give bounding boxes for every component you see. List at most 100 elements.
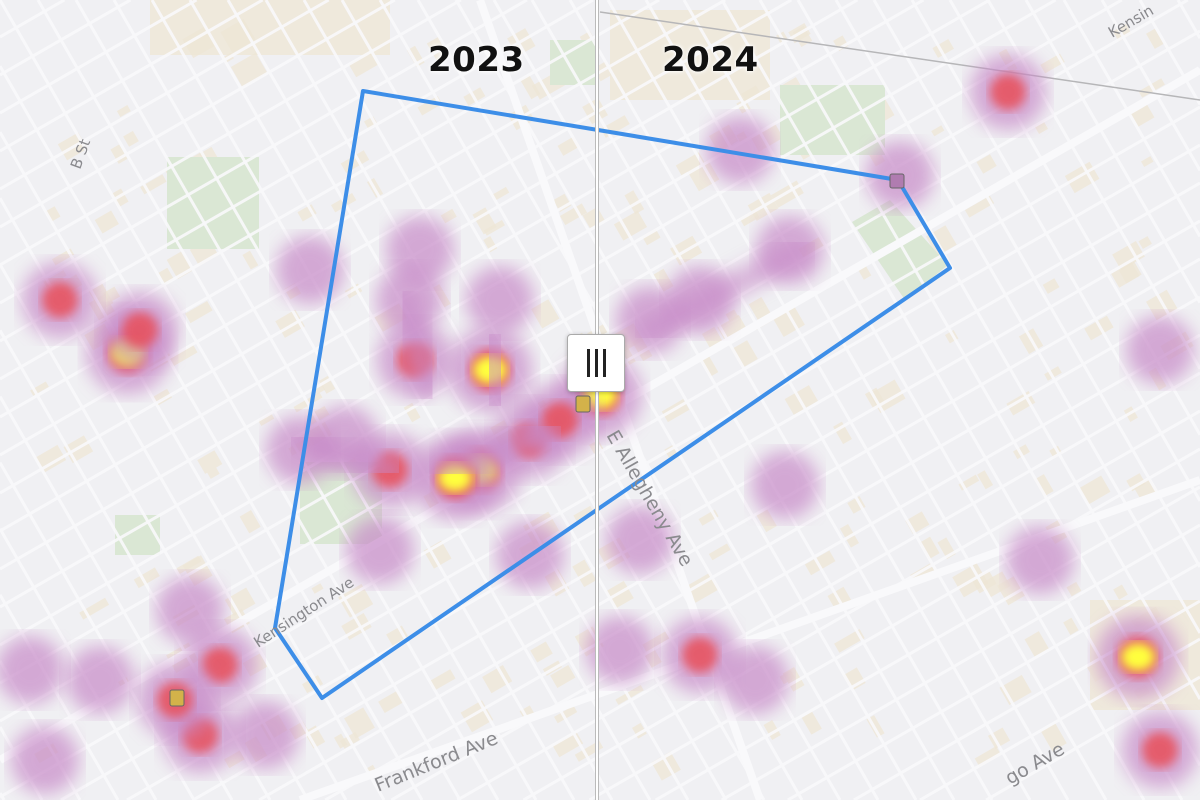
building: [167, 344, 198, 367]
heat-spot: [42, 282, 78, 318]
street-line: [324, 295, 1200, 800]
street-line: [720, 523, 1200, 800]
building: [123, 130, 139, 147]
rail-line: [599, 11, 1200, 101]
street-line: [1138, 0, 1200, 106]
building: [417, 95, 443, 116]
building: [482, 665, 513, 694]
heat-spot: [586, 616, 654, 684]
building: [615, 684, 644, 705]
street-line: [910, 0, 1200, 502]
year-label-right: 2024: [662, 40, 759, 80]
vertical-bars-icon: [594, 349, 598, 377]
building: [919, 536, 940, 560]
building: [1079, 475, 1111, 505]
building: [224, 587, 256, 616]
swipe-divider[interactable]: [595, 0, 599, 800]
street-line: [787, 561, 1200, 800]
building: [801, 711, 822, 735]
building: [340, 150, 370, 174]
street-line: [492, 0, 956, 800]
street-line: [985, 675, 1200, 800]
street-line: [606, 0, 1070, 800]
building: [731, 340, 758, 368]
building: [530, 641, 553, 663]
heat-spot: [606, 506, 674, 574]
building: [304, 725, 326, 749]
building: [974, 746, 1002, 767]
building: [834, 628, 865, 653]
building: [1113, 584, 1128, 600]
swipe-handle[interactable]: [567, 334, 625, 392]
building: [1141, 156, 1154, 167]
street-line: [0, 0, 198, 115]
building: [1044, 366, 1062, 381]
street-line: [0, 0, 462, 267]
transit-icon: [889, 173, 905, 189]
street-line: [1100, 0, 1200, 172]
building: [559, 203, 588, 226]
building: [653, 268, 674, 292]
heat-spot: [276, 236, 344, 304]
building: [725, 309, 739, 322]
heat-spot: [1121, 643, 1155, 671]
building: [624, 190, 645, 215]
street-line: [654, 485, 1200, 800]
building: [987, 727, 1011, 749]
street-line: [36, 0, 500, 800]
building: [185, 300, 213, 324]
heat-spot: [466, 266, 534, 334]
vertical-bars-icon: [586, 349, 590, 377]
building: [613, 210, 648, 241]
street-line: [454, 0, 918, 800]
building: [976, 154, 997, 174]
heat-streak: [427, 417, 563, 483]
building: [763, 719, 781, 740]
building: [429, 669, 456, 691]
year-label-left: 2023: [428, 40, 525, 80]
building: [1034, 474, 1054, 497]
building: [641, 228, 661, 246]
transit-icon: [575, 395, 591, 413]
building: [311, 583, 324, 594]
building: [1111, 262, 1140, 288]
heat-spot: [386, 216, 454, 284]
transit-icon: [169, 689, 185, 707]
street-line: [60, 143, 1200, 800]
street-line: [0, 0, 396, 229]
building: [378, 691, 404, 714]
street-line: [0, 594, 120, 800]
building: [440, 208, 457, 224]
street-line: [188, 0, 652, 800]
street-line: [0, 0, 66, 39]
street-line: [0, 0, 925, 533]
street-line: [0, 0, 528, 305]
building: [230, 52, 268, 88]
heat-spot: [990, 74, 1026, 110]
vertical-bars-icon: [602, 349, 606, 377]
heat-spot: [122, 312, 158, 348]
street-line: [0, 0, 330, 191]
building: [1024, 631, 1049, 657]
building: [258, 413, 275, 427]
building: [338, 583, 374, 618]
heat-spot: [1142, 732, 1178, 768]
building: [756, 508, 777, 533]
building: [1013, 444, 1030, 460]
building: [1112, 240, 1145, 271]
heat-streak: [637, 237, 813, 343]
heat-spot: [231, 701, 299, 769]
building: [297, 204, 317, 222]
heat-streak: [287, 427, 403, 483]
building: [573, 505, 595, 524]
street-line: [588, 447, 1200, 800]
building: [932, 38, 954, 58]
street-line: [796, 0, 1200, 700]
street-line: [1176, 0, 1200, 40]
heat-spot: [1126, 316, 1194, 384]
heat-spot: [156, 576, 224, 644]
building: [1042, 278, 1060, 294]
building: [833, 421, 852, 445]
building: [197, 450, 223, 474]
